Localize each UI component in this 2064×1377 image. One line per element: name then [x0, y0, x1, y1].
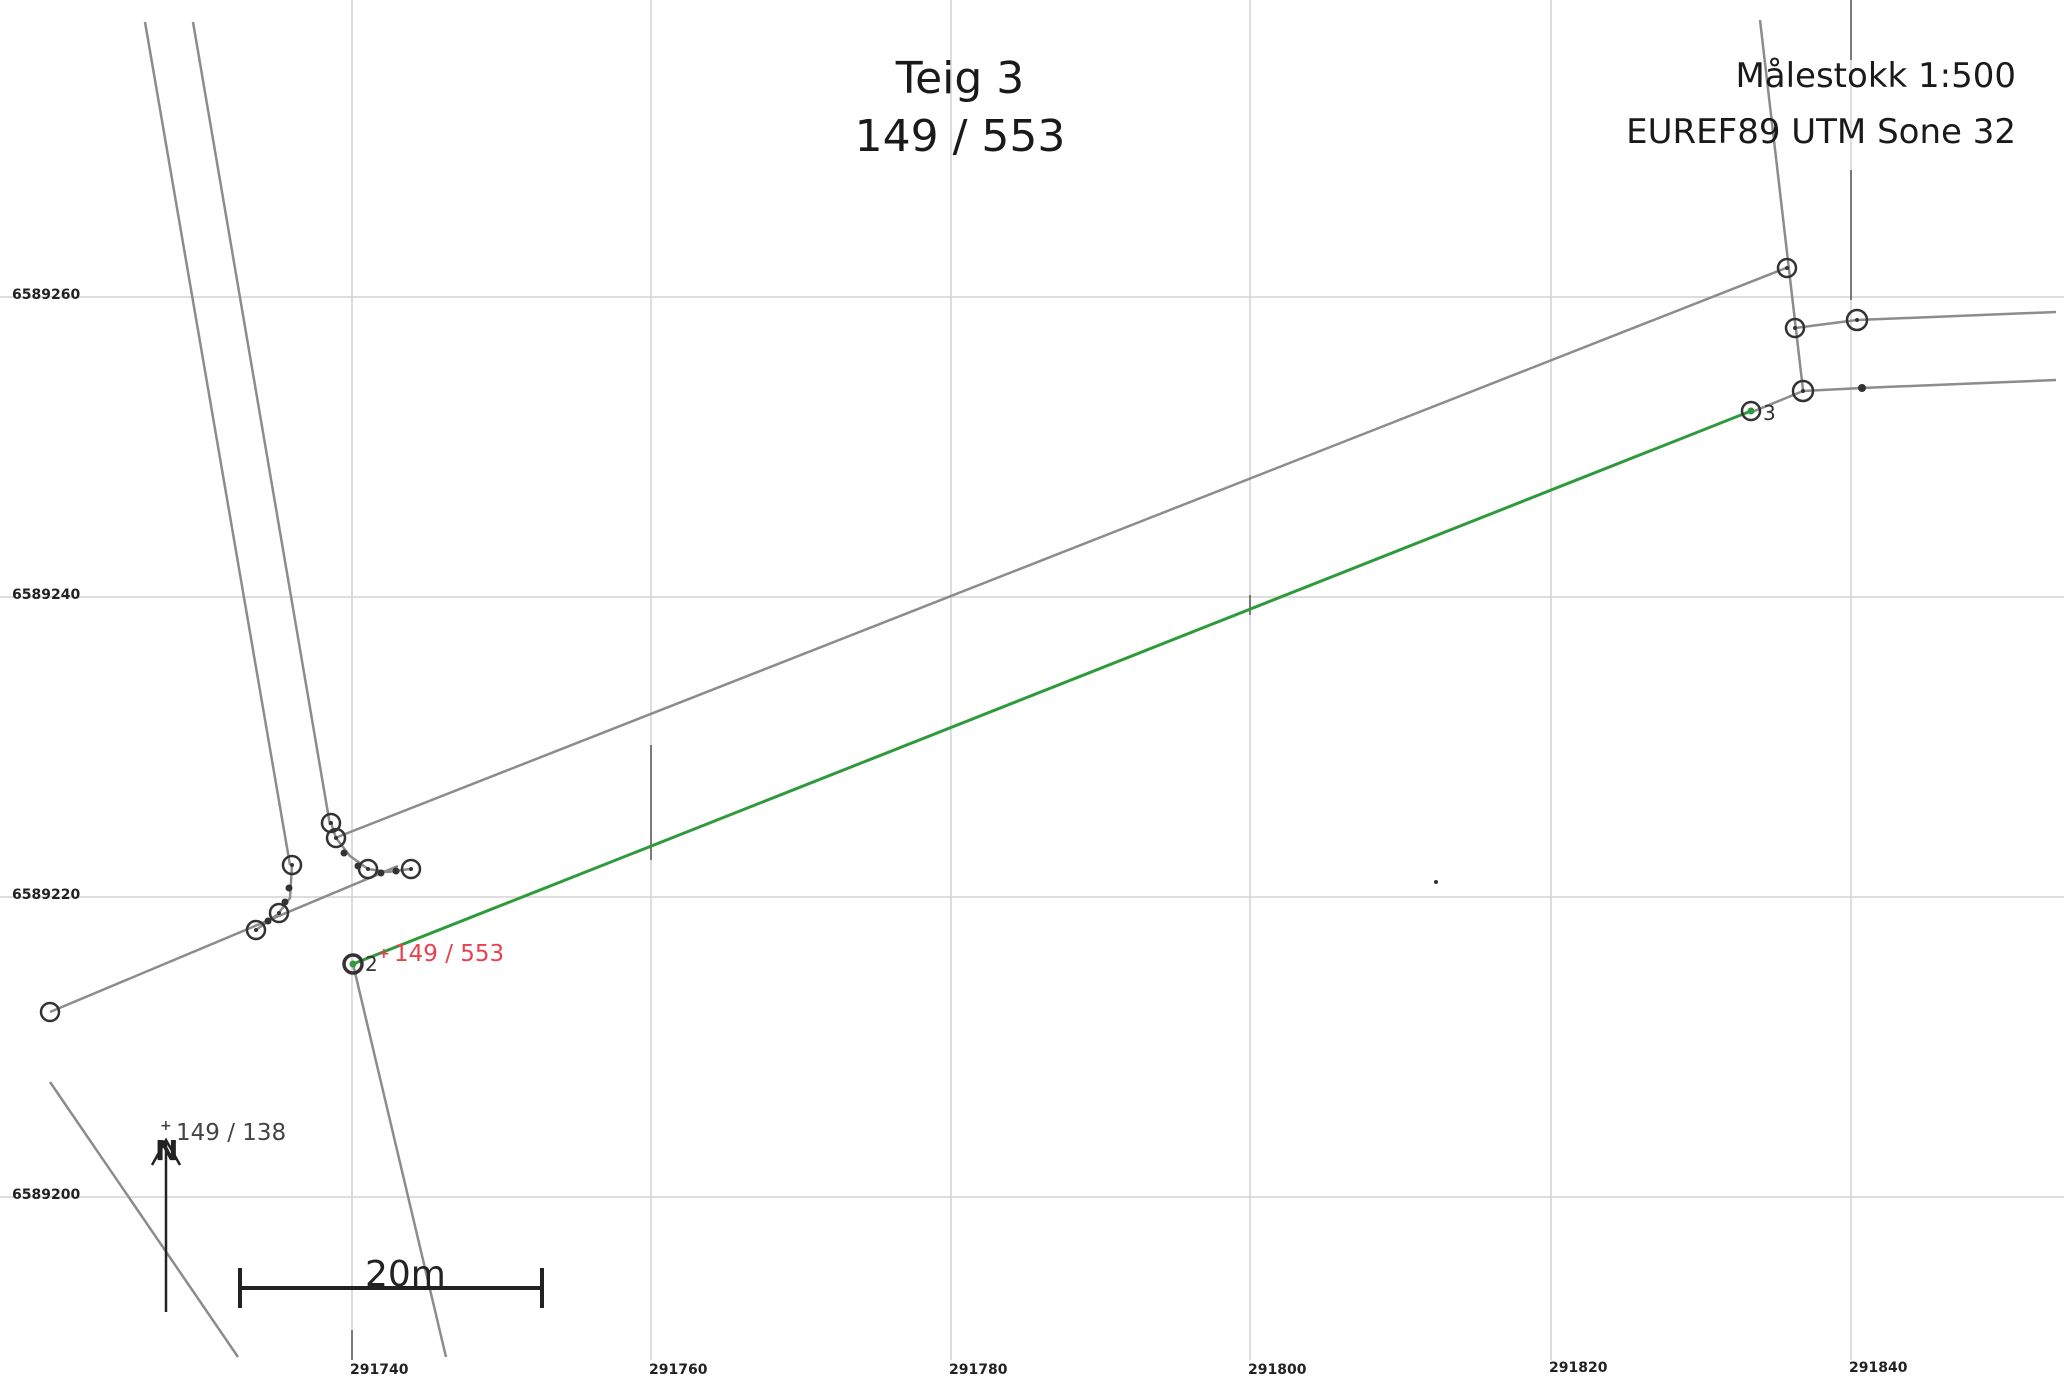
- parcel-line: [49, 864, 399, 1014]
- y-label-6589200: 6589200: [12, 1187, 80, 1203]
- boundary-point: [357, 858, 379, 880]
- y-label-6589220: 6589220: [12, 887, 80, 903]
- point-center: [409, 867, 413, 871]
- boundary-point: [1845, 308, 1869, 332]
- map-info: Målestokk 1:500 EUREF89 UTM Sone 32: [1626, 48, 2016, 160]
- boundary-point: [281, 854, 303, 876]
- scale-text: Målestokk 1:500: [1735, 56, 2016, 96]
- parcel-line: [334, 266, 1787, 840]
- x-label-291820: 291820: [1549, 1360, 1608, 1376]
- point-center: [1793, 326, 1797, 330]
- scale-bar: [238, 1268, 544, 1308]
- point-label-3: 3: [1763, 401, 1776, 425]
- vertex-dot: [285, 884, 293, 892]
- parcel-line: [351, 963, 448, 1358]
- parcel-line: [329, 822, 411, 874]
- point-center: [290, 863, 294, 867]
- vertex-dot: [392, 867, 400, 875]
- point-center: [277, 911, 281, 915]
- x-label-291760: 291760: [649, 1362, 708, 1377]
- x-label-291740: 291740: [350, 1362, 409, 1377]
- parcel-marker-138: +: [160, 1118, 172, 1134]
- point-center: [366, 867, 370, 871]
- x-label-291780: 291780: [949, 1362, 1008, 1377]
- boundary-point: [1740, 400, 1762, 422]
- parcel-line: [1861, 378, 2057, 390]
- boundary-point: [400, 858, 422, 880]
- parcel-line: [48, 1081, 240, 1358]
- point-label-2: 2: [365, 952, 378, 976]
- point-center: [1785, 266, 1789, 270]
- parcel-label-138: 149 / 138: [176, 1120, 286, 1146]
- road-line: [143, 21, 292, 866]
- vertex-dot: [377, 869, 385, 877]
- point-center: [334, 836, 338, 840]
- scale-bar-label: 20m: [365, 1254, 446, 1295]
- point-center: [254, 928, 258, 932]
- boundary-point-centers: [254, 266, 1859, 932]
- road-line: [191, 21, 332, 826]
- parcel-boundary-green: [352, 409, 1752, 966]
- y-label-6589260: 6589260: [12, 287, 80, 303]
- point-3-center: [1747, 407, 1755, 415]
- parcel-name: Teig 3: [895, 53, 1025, 104]
- boundary-point: [245, 919, 267, 941]
- vertex-dot: [1858, 384, 1866, 392]
- north-arrow-icon: N: [150, 1134, 182, 1312]
- parcel-number: 149 / 553: [854, 111, 1066, 162]
- point-center: [1801, 389, 1805, 393]
- point-center: [1855, 318, 1859, 322]
- boundary-point: [325, 827, 347, 849]
- vertex-dot: [1434, 880, 1438, 884]
- boundary-point: [1791, 379, 1815, 403]
- boundary-point: [39, 1001, 61, 1023]
- small-vertices: [264, 384, 1866, 925]
- parcel-marker-553: +: [378, 946, 390, 962]
- boundary-point: [268, 902, 290, 924]
- x-label-291800: 291800: [1248, 1362, 1307, 1377]
- grid-labels: 6589260 6589240 6589220 6589200 291740 2…: [12, 287, 1908, 1377]
- parcel-line: [1856, 310, 2057, 322]
- x-label-291840: 291840: [1849, 1360, 1908, 1376]
- boundary-point: [1776, 257, 1798, 279]
- y-label-6589240: 6589240: [12, 587, 80, 603]
- vertex-dot: [264, 917, 272, 925]
- grid-ticks: [351, 0, 1852, 1360]
- boundary-point-2: [342, 953, 364, 975]
- point-2-center: [349, 960, 357, 968]
- crs-text: EUREF89 UTM Sone 32: [1626, 112, 2016, 152]
- parcel-label-553: 149 / 553: [394, 941, 504, 967]
- vertex-dot: [340, 849, 348, 857]
- boundary-points: [39, 257, 1869, 1023]
- north-arrow-head: [150, 1137, 182, 1166]
- map-title: Teig 3 149 / 553: [855, 50, 1066, 166]
- boundary-point: [1784, 317, 1806, 339]
- point-center: [329, 821, 333, 825]
